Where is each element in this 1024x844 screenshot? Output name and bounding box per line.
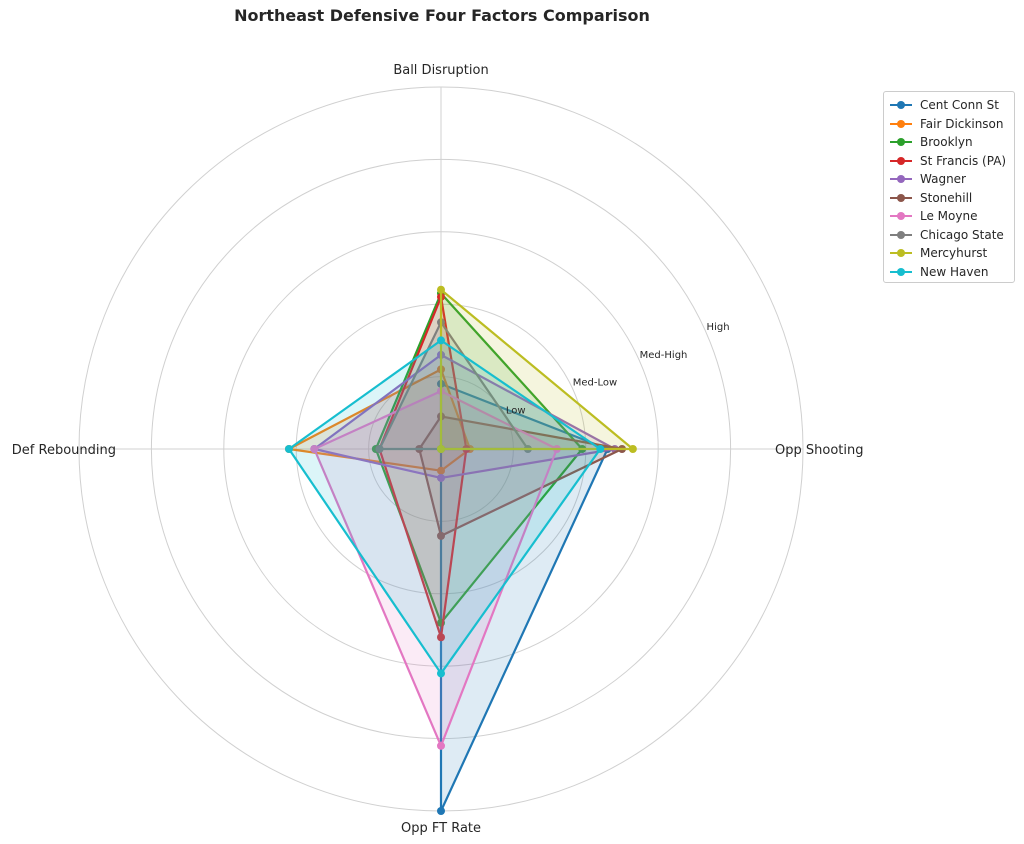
axis-label: Ball Disruption <box>393 63 488 78</box>
legend-swatch <box>890 156 912 166</box>
ring-label: Med-Low <box>573 378 617 389</box>
data-point <box>596 445 605 453</box>
legend-swatch <box>890 174 912 184</box>
legend-label: Fair Dickinson <box>920 116 1004 131</box>
radar-series <box>284 285 637 815</box>
legend-label: Mercyhurst <box>920 246 988 261</box>
legend-item: Stonehill <box>890 189 1014 208</box>
legend-label: New Haven <box>920 264 989 279</box>
legend-item: Brooklyn <box>890 133 1014 152</box>
legend-item: Chicago State <box>890 226 1014 245</box>
legend-label: Wagner <box>920 172 966 187</box>
legend-label: St Francis (PA) <box>920 153 1007 168</box>
data-point <box>437 807 445 815</box>
data-point <box>437 466 445 475</box>
series-stonehill <box>415 412 626 540</box>
legend-label: Cent Conn St <box>920 98 999 113</box>
legend-item: Mercyhurst <box>890 244 1014 263</box>
legend-swatch <box>890 267 912 277</box>
data-point <box>375 445 384 453</box>
legend-swatch <box>890 248 912 258</box>
data-point <box>437 669 445 678</box>
series-mercyhurst <box>437 285 637 453</box>
legend-item: St Francis (PA) <box>890 152 1014 171</box>
data-point <box>310 445 319 453</box>
legend-swatch <box>890 100 912 110</box>
ring-label: Low <box>506 405 526 416</box>
radar-labels: Low Med-Low Med-High High Ball Disruption Opp… <box>12 63 864 836</box>
legend-swatch <box>890 119 912 129</box>
ring-label: High <box>707 322 730 333</box>
series-le-moyne <box>310 387 561 750</box>
legend-swatch <box>890 230 912 240</box>
legend-item: Fair Dickinson <box>890 115 1014 134</box>
legend-item: Le Moyne <box>890 207 1014 226</box>
legend-swatch <box>890 211 912 221</box>
series-area <box>439 288 634 451</box>
data-point <box>437 285 445 294</box>
legend-label: Le Moyne <box>920 209 978 224</box>
legend-item: Wagner <box>890 170 1014 189</box>
legend-label: Stonehill <box>920 190 973 205</box>
axis-label: Def Rebounding <box>12 443 116 458</box>
legend-swatch <box>890 137 912 147</box>
legend-label: Brooklyn <box>920 135 973 150</box>
data-point <box>437 445 445 453</box>
chart-title: Northeast Defensive Four Factors Compari… <box>234 6 650 25</box>
data-point <box>437 633 445 642</box>
data-point <box>437 741 445 750</box>
legend-label: Chicago State <box>920 227 1004 242</box>
legend: Cent Conn St Fair Dickinson Brooklyn St Fra… <box>883 91 1015 283</box>
data-point <box>437 336 445 345</box>
axis-label: Opp Shooting <box>775 443 863 458</box>
legend-swatch <box>890 193 912 203</box>
legend-item: Cent Conn St <box>890 96 1014 115</box>
ring-label: Med-High <box>640 350 688 361</box>
data-point <box>437 531 445 540</box>
series-new-haven <box>284 336 605 678</box>
axis-label: Opp FT Rate <box>401 821 481 836</box>
data-point <box>284 445 293 453</box>
legend-item: New Haven <box>890 263 1014 282</box>
data-point <box>437 473 445 482</box>
data-point <box>628 445 637 453</box>
